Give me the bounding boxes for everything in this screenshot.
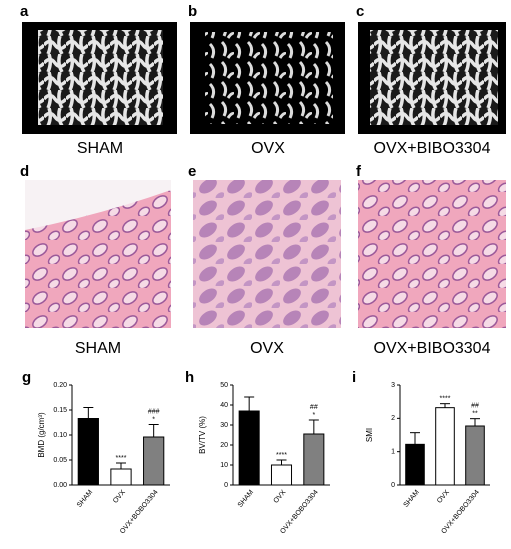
y-tick-label: 1 [391, 449, 395, 456]
y-tick-label: 2 [391, 415, 395, 422]
significance-vs-sham: ** [472, 411, 478, 418]
y-axis-label: BV/TV (%) [198, 416, 207, 454]
y-tick-label: 30 [220, 422, 228, 429]
y-tick-label: 0.05 [53, 457, 67, 464]
panel-label: c [356, 3, 364, 20]
panel-label: e [188, 163, 196, 180]
significance-vs-ovx: ### [148, 408, 160, 415]
panel-label: d [20, 163, 29, 180]
bar [110, 468, 132, 486]
bar [303, 433, 325, 486]
x-tick-label: OVX+BOBO3304 [119, 489, 160, 535]
x-tick-label: OVX [112, 489, 127, 505]
bar [77, 418, 99, 486]
panel-label: f [356, 163, 362, 180]
y-tick-label: 20 [220, 442, 228, 449]
significance-vs-sham: **** [440, 396, 451, 403]
x-tick-label: SHAM [237, 489, 255, 509]
image-caption: OVX [251, 140, 285, 157]
image-bibo-he [358, 180, 506, 328]
y-tick-label: 40 [220, 402, 228, 409]
image-caption: OVX+BIBO3304 [374, 340, 491, 357]
y-axis-label: BMD (g/cm³) [37, 412, 46, 458]
y-tick-label: 0.10 [53, 432, 67, 439]
y-tick-label: 10 [220, 462, 228, 469]
panel-label: g [22, 369, 31, 386]
significance-vs-ovx: ## [471, 403, 479, 410]
bar [238, 410, 260, 486]
panel-label: a [20, 3, 29, 20]
x-tick-label: OVX [436, 489, 451, 505]
image-caption: OVX+BIBO3304 [374, 140, 491, 157]
panel-label: b [188, 3, 197, 20]
bar-chart: 0.00 0.05 0.10 0.15 0.20 BMD (g/cm³) SHAM **** O… [37, 382, 170, 535]
y-tick-label: 0.00 [53, 482, 67, 489]
panel-label: i [352, 369, 356, 386]
x-tick-label: OVX [273, 489, 288, 505]
y-tick-label: 50 [220, 382, 228, 389]
bar [143, 436, 165, 486]
image-sham-ct-bone [38, 30, 163, 125]
histology-images [25, 180, 506, 328]
y-tick-label: 3 [391, 382, 395, 389]
significance-vs-sham: * [312, 412, 315, 419]
image-bibo-ct-bone [370, 30, 498, 125]
bar [435, 407, 455, 486]
significance-vs-ovx: ## [310, 404, 318, 411]
image-caption: OVX [250, 340, 284, 357]
significance-vs-sham: **** [116, 455, 127, 462]
y-tick-label: 0.15 [53, 407, 67, 414]
significance-vs-sham: **** [276, 452, 287, 459]
y-tick-label: 0.20 [53, 382, 67, 389]
image-ovx-he [193, 180, 341, 328]
y-axis-label: SMI [365, 428, 374, 442]
panel-label: h [185, 369, 194, 386]
image-sham-he-cartilage [25, 180, 171, 230]
image-caption: SHAM [75, 340, 121, 357]
bar [405, 443, 425, 486]
bar [270, 464, 293, 486]
significance-vs-sham: * [152, 416, 155, 423]
x-tick-label: SHAM [403, 489, 421, 509]
image-ovx-ct-bone [205, 32, 333, 124]
y-tick-label: 0 [391, 482, 395, 489]
micro-ct-images [22, 22, 506, 134]
bar [465, 425, 485, 486]
image-caption: SHAM [77, 140, 123, 157]
x-tick-label: SHAM [76, 489, 94, 509]
y-tick-label: 0 [224, 482, 228, 489]
